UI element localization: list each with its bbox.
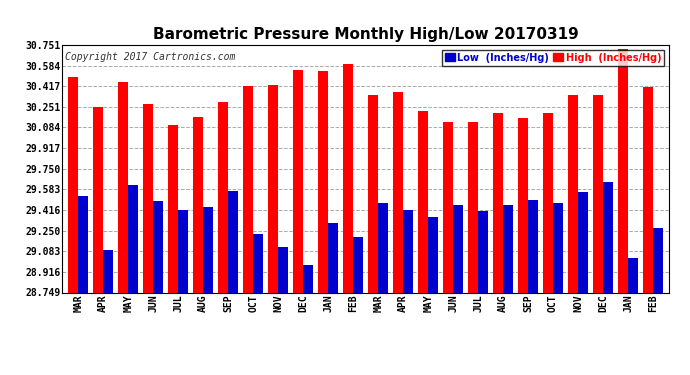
Bar (653, 228, 663, 292)
Bar (528, 200, 538, 292)
Bar (593, 94, 603, 292)
Bar (643, 87, 653, 292)
Bar (568, 94, 578, 292)
Bar (603, 182, 613, 292)
Bar (128, 185, 138, 292)
Bar (228, 191, 238, 292)
Bar (468, 122, 478, 292)
Bar (378, 203, 388, 292)
Bar (144, 105, 153, 292)
Bar (168, 126, 178, 292)
Bar (244, 86, 253, 292)
Bar (343, 64, 353, 292)
Bar (178, 210, 188, 292)
Bar (443, 122, 453, 292)
Bar (618, 49, 628, 292)
Bar (278, 247, 288, 292)
Bar (368, 94, 378, 292)
Bar (553, 203, 563, 292)
Title: Barometric Pressure Monthly High/Low 20170319: Barometric Pressure Monthly High/Low 201… (152, 27, 579, 42)
Bar (218, 102, 228, 292)
Bar (493, 113, 503, 292)
Bar (193, 117, 204, 292)
Bar (403, 210, 413, 292)
Bar (453, 205, 463, 292)
Bar (353, 237, 363, 292)
Bar (79, 196, 88, 292)
Bar (68, 77, 79, 292)
Bar (204, 207, 213, 292)
Bar (578, 192, 588, 292)
Bar (503, 205, 513, 292)
Bar (318, 71, 328, 292)
Bar (478, 211, 488, 292)
Bar (328, 223, 338, 292)
Bar (428, 217, 438, 292)
Bar (268, 85, 278, 292)
Bar (293, 70, 303, 292)
Bar (543, 113, 553, 292)
Bar (253, 234, 264, 292)
Bar (93, 107, 104, 292)
Legend: Low  (Inches/Hg), High  (Inches/Hg): Low (Inches/Hg), High (Inches/Hg) (442, 50, 664, 66)
Bar (628, 258, 638, 292)
Bar (104, 251, 113, 292)
Bar (118, 82, 128, 292)
Bar (303, 265, 313, 292)
Bar (393, 92, 403, 292)
Text: Copyright 2017 Cartronics.com: Copyright 2017 Cartronics.com (65, 53, 235, 62)
Bar (153, 201, 164, 292)
Bar (418, 111, 428, 292)
Bar (518, 118, 528, 292)
